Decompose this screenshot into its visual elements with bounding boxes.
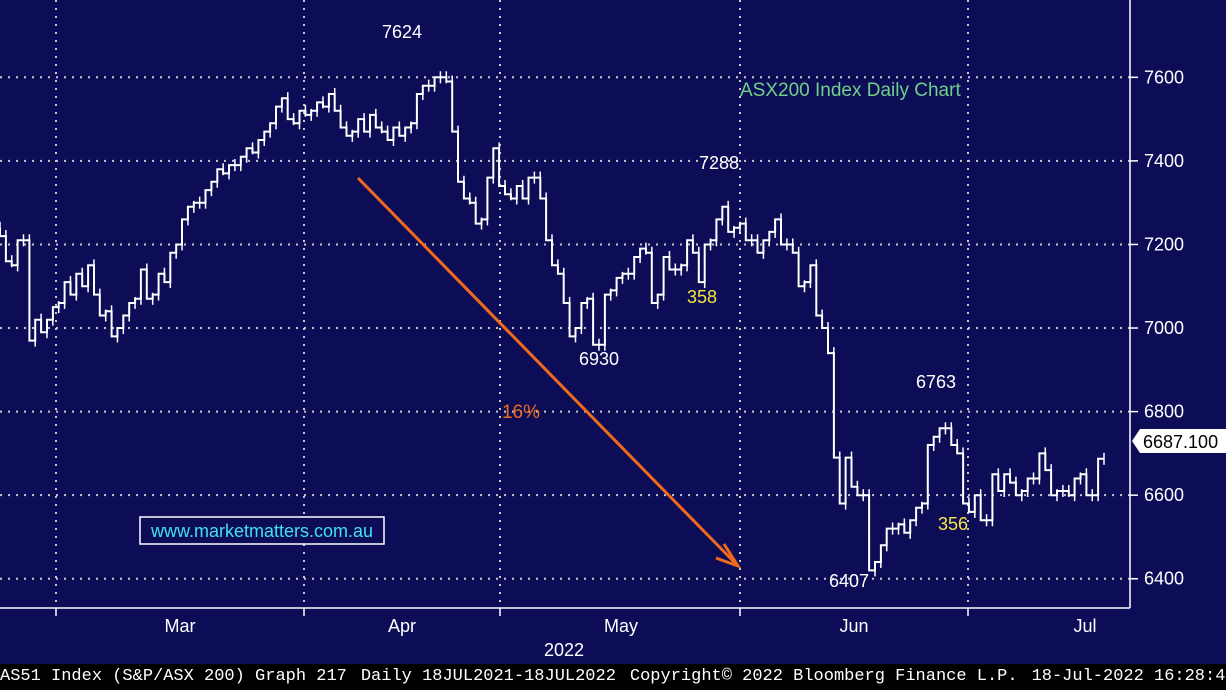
decline-arrow: [356, 176, 742, 569]
watermark-text: www.marketmatters.com.au: [150, 521, 373, 541]
low1-label: 6930: [579, 349, 619, 369]
y-tick-label: 7000: [1144, 318, 1184, 338]
price-series: [0, 71, 1105, 577]
watermark-box: www.marketmatters.com.au: [139, 516, 385, 545]
x-tick-label: Jul: [1073, 616, 1096, 636]
footer: AS51 Index (S&P/ASX 200) Graph 217 Daily …: [0, 664, 1226, 690]
x-tick-label: Mar: [165, 616, 196, 636]
last-price-value: 6687.100: [1143, 432, 1218, 452]
price-chart: 6400 6600 6800 7000 7200 7400 7600 Mar Apr May Jun…: [0, 0, 1226, 664]
year-label: 2022: [544, 640, 584, 660]
x-axis-background: [0, 608, 1226, 664]
y-tick-label: 6600: [1144, 485, 1184, 505]
y-tick-label: 7200: [1144, 234, 1184, 254]
percent-label: 16%: [502, 402, 540, 423]
footer-timestamp: 18-Jul-2022 16:28:42: [1031, 667, 1226, 686]
footer-ticker: AS51 Index (S&P/ASX 200) Graph 217: [0, 667, 347, 686]
y-tick-label: 6800: [1144, 402, 1184, 422]
x-tick-label: Jun: [839, 616, 868, 636]
x-tick-label: Apr: [388, 616, 416, 636]
chart-title: ASX200 Index Daily Chart: [740, 80, 961, 101]
peak-label: 7624: [382, 22, 422, 42]
y-tick-label: 7600: [1144, 67, 1184, 87]
swing1-label: 358: [687, 287, 717, 307]
last-price-tag: 6687.100: [1132, 429, 1226, 453]
grid-lines: [0, 0, 1130, 608]
footer-range: Daily 18JUL2021-18JUL2022: [360, 667, 616, 686]
y-tick-label: 6400: [1144, 569, 1184, 589]
low2-label: 6407: [829, 571, 869, 591]
x-tick-label: May: [604, 616, 638, 636]
axes: 6400 6600 6800 7000 7200 7400 7600 Mar Apr May Jun…: [0, 0, 1184, 660]
swing2-label: 356: [938, 514, 968, 534]
footer-copyright: Copyright© 2022 Bloomberg Finance L.P.: [629, 667, 1018, 686]
high3-label: 6763: [916, 372, 956, 392]
high2-label: 7288: [699, 153, 739, 173]
price-line: [0, 76, 1104, 572]
y-axis-background: [1130, 0, 1226, 664]
y-tick-label: 7400: [1144, 151, 1184, 171]
